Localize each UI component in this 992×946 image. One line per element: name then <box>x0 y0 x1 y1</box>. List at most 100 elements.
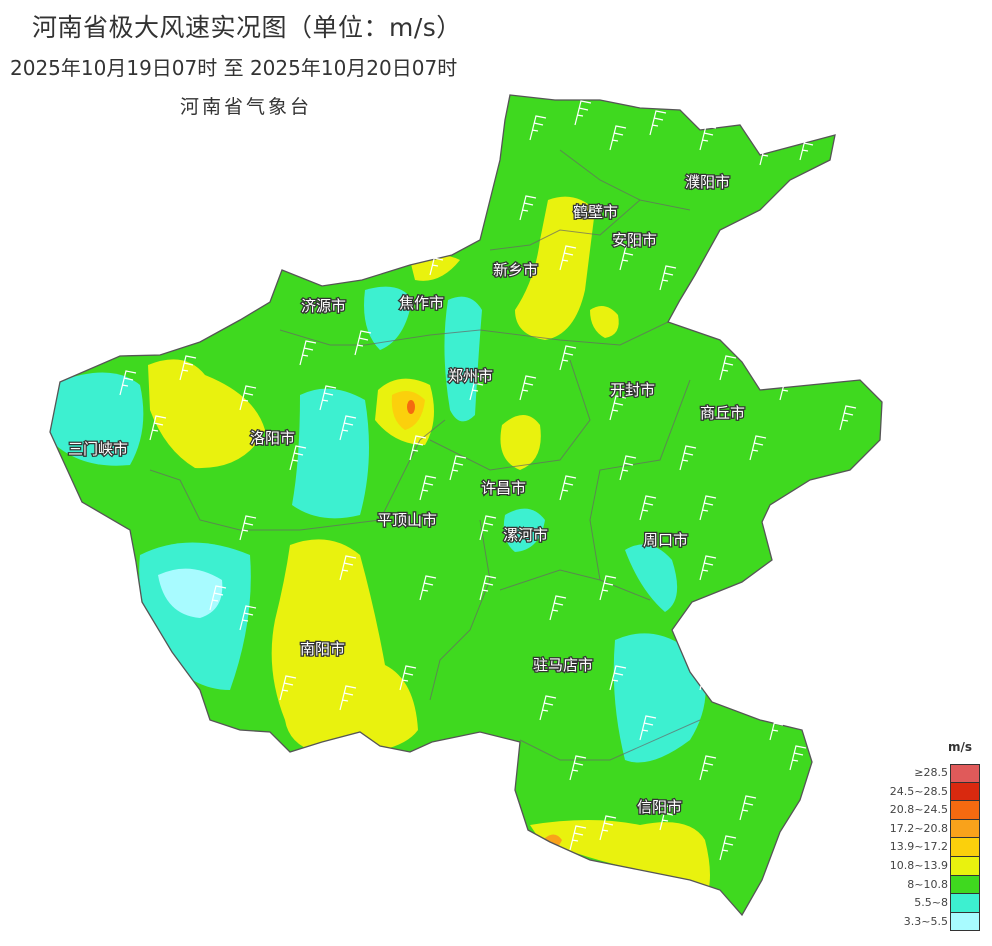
map-title: 河南省极大风速实况图（单位：m/s） <box>32 13 462 42</box>
legend-label: 5.5~8 <box>914 896 948 910</box>
wind-barb-icon <box>699 555 717 581</box>
legend-label: 8~10.8 <box>907 877 948 891</box>
legend-swatch <box>950 838 980 857</box>
wind-barb-icon <box>639 495 657 521</box>
wind-barb-icon <box>209 585 227 611</box>
wind-barb-icon <box>569 755 587 781</box>
legend-item: 10.8~13.9 <box>868 857 980 876</box>
legend-item: 17.2~20.8 <box>868 819 980 839</box>
wind-barb-icon <box>429 250 447 276</box>
wind-barb-icon <box>239 385 257 411</box>
wind-barb-icon <box>619 455 637 481</box>
wind-barb-icon <box>719 835 737 861</box>
legend-item: ≥28.5 <box>868 764 980 783</box>
area-10.8-13.9 <box>590 306 619 338</box>
wind-barb-icon <box>479 575 497 601</box>
legend-unit: m/s <box>948 740 973 754</box>
city-label: 郑州市 <box>448 367 493 385</box>
wind-barb-icon <box>149 415 167 441</box>
wind-barb-icon <box>649 110 667 136</box>
wind-barb-icon <box>789 745 807 771</box>
legend-item: 13.9~17.2 <box>868 838 980 857</box>
city-label: 驻马店市 <box>533 656 593 674</box>
legend-label: 3.3~5.5 <box>903 914 948 928</box>
wind-barb-icon <box>609 125 627 151</box>
city-label: 周口市 <box>643 531 688 549</box>
wind-barb-icon <box>699 755 717 781</box>
area-5.5-8 <box>503 508 545 552</box>
legend-label: 13.9~17.2 <box>889 840 948 854</box>
area-5.5-8 <box>625 544 678 612</box>
wind-barb-icon <box>319 385 337 411</box>
city-label: 濮阳市 <box>685 173 730 191</box>
wind-barb-icon <box>699 495 717 521</box>
legend-swatch <box>950 764 980 783</box>
wind-barb-icon <box>279 675 297 701</box>
wind-barb-icon <box>779 375 797 401</box>
wind-barb-icon <box>699 665 717 691</box>
wind-barb-icon <box>569 825 587 851</box>
city-label: 许昌市 <box>481 479 526 497</box>
wind-barb-icon <box>679 445 697 471</box>
area-5.5-8 <box>364 286 412 350</box>
city-label: 商丘市 <box>700 404 745 422</box>
wind-barb-icon <box>539 695 557 721</box>
wind-barb-icon <box>449 455 467 481</box>
wind-barb-icon <box>639 715 657 741</box>
wind-barb-icon <box>744 105 762 131</box>
area-10.8-13.9 <box>500 415 541 470</box>
wind-barb-icon <box>559 345 577 371</box>
legend-label: 10.8~13.9 <box>889 859 948 872</box>
wind-barb-icon <box>699 125 717 151</box>
area-20.8-24.5 <box>407 400 415 414</box>
area-3.3-5.5 <box>158 568 223 618</box>
legend-swatch <box>950 819 980 839</box>
wind-barb-icon <box>559 475 577 501</box>
wind-barb-icon <box>799 135 817 161</box>
wind-barb-icon <box>609 395 627 421</box>
legend-label: 20.8~24.5 <box>889 803 948 817</box>
city-label: 漯河市 <box>503 526 548 544</box>
legend-item: 24.5~28.5 <box>868 782 980 802</box>
city-label: 南阳市 <box>300 640 345 658</box>
wind-barb-icon <box>469 375 487 401</box>
area-5.5-8 <box>50 372 144 466</box>
wind-barb-icon <box>659 805 677 831</box>
wind-barb-icon <box>549 595 567 621</box>
wind-barb-icon <box>399 665 417 691</box>
wind-barb-icon <box>574 100 592 126</box>
legend-item: 8~10.8 <box>868 875 980 895</box>
area-10.8-13.9 <box>271 539 418 755</box>
area-10.8-13.9 <box>148 359 265 469</box>
wind-barb-icon <box>419 575 437 601</box>
city-label: 开封市 <box>610 381 655 399</box>
city-label: 平顶山市 <box>377 511 437 529</box>
legend-swatch <box>950 912 980 932</box>
wind-barb-icon <box>339 555 357 581</box>
wind-barb-icon <box>719 355 737 381</box>
wind-barb-icon <box>239 515 257 541</box>
wind-barb-icon <box>559 245 577 271</box>
area-10.8-13.9 <box>530 820 710 900</box>
wind-barb-icon <box>354 330 372 356</box>
area-5.5-8 <box>292 388 369 519</box>
wind-barb-icon <box>619 245 637 271</box>
wind-barb-icon <box>519 375 537 401</box>
area-5.5-8 <box>613 633 706 763</box>
city-label: 济源市 <box>301 297 346 315</box>
city-boundaries <box>149 149 701 761</box>
city-label: 新乡市 <box>493 261 538 279</box>
wind-barb-icon <box>659 265 677 291</box>
wind-barb-icon <box>599 815 617 841</box>
city-label: 鹤壁市 <box>573 203 618 221</box>
legend-label: 24.5~28.5 <box>889 784 948 798</box>
wind-barb-icon <box>419 475 437 501</box>
legend-item: 20.8~24.5 <box>868 801 980 820</box>
wind-barb-icon <box>289 445 307 471</box>
wind-barb-icon <box>839 405 857 431</box>
city-label: 安阳市 <box>612 231 657 249</box>
wind-barb-icon <box>599 575 617 601</box>
